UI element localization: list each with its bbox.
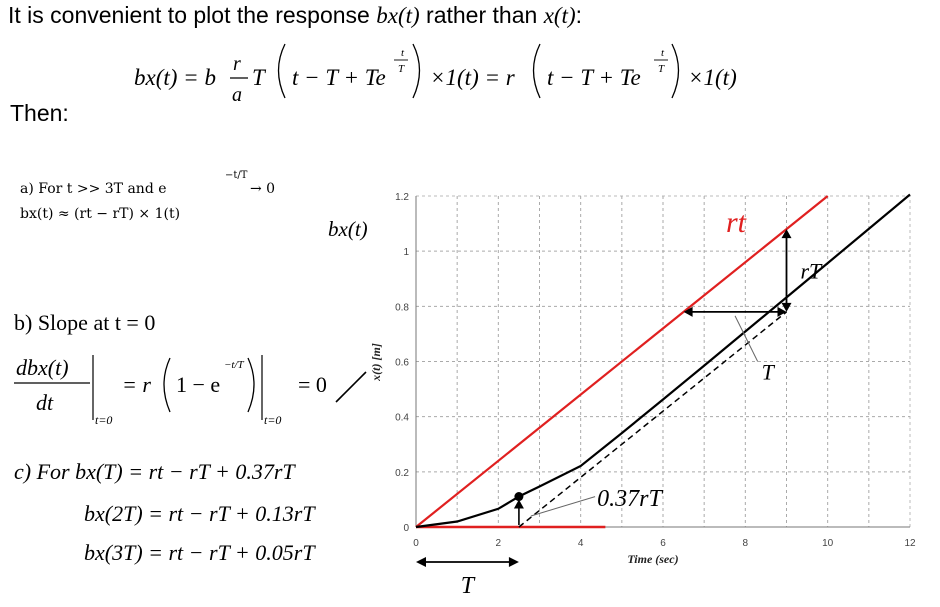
- eq-paren2-left: [532, 43, 541, 99]
- x-axis-title: Time (sec): [627, 552, 678, 566]
- label-037: 0.37rT: [597, 486, 663, 512]
- response-chart: 0 2 4 6 8 10 12 0 0.2 0.4 0.6 0.8 1 1.2 Time (sec) x(t)…: [328, 192, 916, 599]
- note-b-eval: t=0: [95, 413, 112, 427]
- main-equation: bx(t) = b r a T t − T + Te t T ×1(t) = r…: [134, 43, 737, 106]
- note-a-line1: a) For t >> 3T and e: [20, 181, 167, 197]
- y-tick-label: 0: [403, 523, 409, 534]
- eq2-exp-num: t: [661, 47, 665, 59]
- chart-grid: [415, 195, 911, 528]
- slope-mark: [335, 371, 367, 403]
- y-tick-label: 0.2: [395, 468, 409, 479]
- x-tick-label: 6: [660, 538, 666, 549]
- rt-label: rt: [726, 206, 747, 239]
- x-tick-label: 12: [904, 538, 916, 549]
- then-label: Then:: [10, 100, 69, 126]
- eq-frac-num: r: [233, 53, 241, 75]
- note-c: c) For bx(T) = rt − rT + 0.37rT bx(2T) =…: [14, 459, 316, 565]
- note-b-num: dbx(t): [16, 355, 69, 380]
- note-a-arrow: → 0: [250, 181, 275, 197]
- eq-exp-den: T: [398, 63, 405, 75]
- arrow-037-head: [513, 499, 524, 509]
- series-0-rt: [415, 195, 829, 528]
- eq-frac-den: a: [232, 84, 242, 106]
- y-tick-label: 0.6: [395, 358, 409, 369]
- note-b-paren-left: [163, 357, 171, 413]
- note-a-line2: bx(t) ≈ (rt − rT) × 1(t): [20, 206, 180, 222]
- eq-paren-right: [412, 43, 421, 99]
- eq-step2: ×1(t): [688, 65, 737, 90]
- note-c-line2: bx(2T) = rt − rT + 0.13rT: [84, 501, 316, 526]
- series-1-response: [415, 193, 911, 529]
- note-b-title: b) Slope at t = 0: [14, 310, 155, 335]
- eq2-exp-den: T: [658, 63, 665, 75]
- series-2-tangent: [518, 311, 787, 528]
- T-leader-line: [734, 315, 759, 362]
- note-b-result: = 0: [298, 372, 327, 397]
- note-b-inner: 1 − e: [176, 372, 220, 397]
- intro-middle: rather than: [419, 2, 544, 28]
- note-b: b) Slope at t = 0 dbx(t) dt t=0 = r 1 − …: [14, 310, 367, 427]
- note-c-line1: c) For bx(T) = rt − rT + 0.37rT: [14, 459, 296, 484]
- y-tick-label: 0.8: [395, 302, 409, 313]
- x-tick-label: 4: [578, 538, 584, 549]
- x-tick-label: 2: [496, 538, 502, 549]
- chart-annotations: bx(t) rt rT T 0.37rT T: [328, 206, 823, 599]
- T-bottom-arrow-left: [416, 557, 426, 567]
- eq-paren2-right: [671, 43, 680, 99]
- eq-step: ×1(t) = r: [430, 65, 516, 90]
- note-b-rhs: = r: [122, 372, 151, 397]
- rT-arrow-head-up: [781, 229, 792, 239]
- T-label-right: T: [762, 360, 776, 385]
- intro-sentence: It is convenient to plot the response bx…: [8, 2, 582, 29]
- label-037-leader: [530, 496, 596, 517]
- note-b-exp: −t/T: [224, 359, 245, 371]
- x-tick-label: 10: [822, 538, 834, 549]
- note-a: a) For t >> 3T and e −t/T → 0 bx(t) ≈ (r…: [20, 170, 275, 222]
- intro-prefix: It is convenient to plot the response: [8, 2, 377, 28]
- T-arrow-head-left: [683, 306, 693, 317]
- eq-lhs: bx(t) = b: [134, 65, 216, 90]
- x-tick-label: 0: [413, 538, 419, 549]
- intro-bx: bx(t): [376, 3, 420, 28]
- rT-label: rT: [801, 258, 824, 283]
- chart-series: [415, 193, 911, 529]
- note-b-paren-right: [247, 357, 255, 413]
- T-bottom-arrow-right: [508, 557, 519, 567]
- note-b-den: dt: [36, 390, 54, 415]
- T-arrow-head-right: [777, 306, 787, 317]
- note-a-exponent: −t/T: [225, 170, 248, 181]
- eq-exp-num: t: [401, 47, 405, 59]
- y-tick-label: 0.4: [395, 413, 409, 424]
- eq-inside2: t − T + Te: [547, 65, 641, 90]
- y-axis-title: x(t) [m]: [369, 343, 383, 382]
- T-label-bottom: T: [461, 573, 476, 599]
- x-tick-label: 8: [743, 538, 749, 549]
- y-tick-label: 1: [403, 247, 409, 258]
- intro-x: x(t): [543, 3, 576, 28]
- point-at-T: [514, 492, 524, 502]
- intro-suffix: :: [575, 2, 582, 28]
- note-c-line3: bx(3T) = rt − rT + 0.05rT: [84, 540, 316, 565]
- eq-after-frac: T: [252, 65, 267, 90]
- y-tick-label: 1.2: [395, 192, 409, 203]
- curve-label: bx(t): [328, 217, 368, 241]
- note-b-eval2: t=0: [264, 413, 281, 427]
- rT-arrow-head-down: [781, 302, 792, 312]
- eq-paren-left: [277, 43, 286, 99]
- eq-inside: t − T + Te: [292, 65, 386, 90]
